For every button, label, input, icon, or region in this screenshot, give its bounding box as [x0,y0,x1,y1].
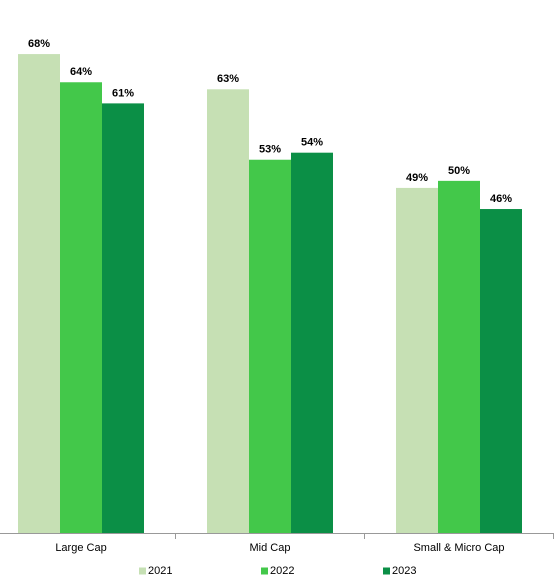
bar [102,103,144,533]
data-label: 68% [28,38,50,50]
bar [438,180,480,533]
data-label: 50% [448,165,470,177]
data-label: 64% [70,66,92,78]
bar [480,209,522,533]
bar [249,159,291,533]
data-label: 53% [259,144,281,156]
legend-label: 2022 [270,565,294,577]
legend-label: 2023 [392,565,416,577]
legend-swatch [261,567,268,575]
data-label: 54% [301,137,323,149]
data-label: 49% [406,172,428,184]
data-label: 46% [490,193,512,205]
bar [291,152,333,533]
legend-label: 2021 [148,565,172,577]
legend-swatch [383,567,390,575]
data-label: 63% [217,73,239,85]
x-tick-label: Mid Cap [250,542,291,554]
bar [396,187,438,533]
x-tick-label: Small & Micro Cap [413,542,504,554]
bar [18,54,60,533]
data-label: 61% [112,87,134,99]
x-tick-label: Large Cap [55,542,106,554]
bar [60,82,102,533]
legend-swatch [139,567,146,575]
bar [207,89,249,534]
